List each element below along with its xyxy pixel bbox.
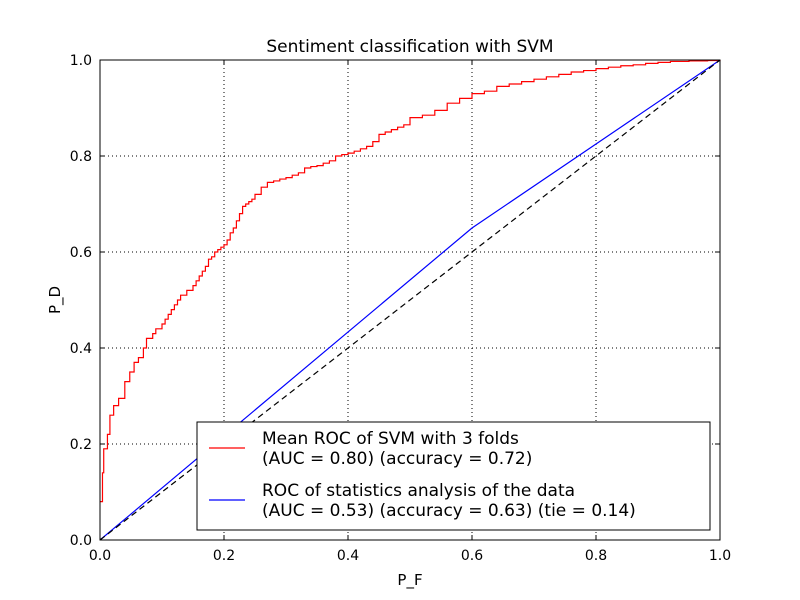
x-tick-label: 0.0 <box>89 548 111 564</box>
y-tick-label: 0.4 <box>70 341 92 357</box>
chart-title: Sentiment classification with SVM <box>266 37 553 57</box>
x-tick-label: 0.8 <box>585 548 607 564</box>
y-tick-label: 0.8 <box>70 149 92 165</box>
x-axis-label: P_F <box>397 571 422 590</box>
legend-label: ROC of statistics analysis of the data <box>262 481 575 501</box>
x-tick-label: 0.2 <box>213 548 235 564</box>
axis-ticks: 0.0 0.2 0.4 0.6 0.8 1.0 0.0 0.2 0.4 0.6 0.8 1.0 <box>70 53 731 564</box>
series-line-svm-roc <box>100 59 721 503</box>
x-tick-label: 0.4 <box>337 548 359 564</box>
y-tick-label: 0.6 <box>70 245 92 261</box>
legend-label: (AUC = 0.53) (accuracy = 0.63) (tie = 0.… <box>262 501 636 521</box>
y-tick-label: 0.0 <box>70 533 92 549</box>
legend-label: (AUC = 0.80) (accuracy = 0.72) <box>262 449 532 469</box>
x-tick-label: 1.0 <box>709 548 731 564</box>
legend: Mean ROC of SVM with 3 folds(AUC = 0.80)… <box>196 421 711 531</box>
y-axis-label: P_D <box>46 286 65 314</box>
y-tick-label: 0.2 <box>70 437 92 453</box>
legend-label: Mean ROC of SVM with 3 folds <box>262 429 519 449</box>
y-tick-label: 1.0 <box>70 53 92 69</box>
x-tick-label: 0.6 <box>461 548 483 564</box>
legend-box <box>196 421 711 531</box>
plot-frame <box>99 59 721 541</box>
